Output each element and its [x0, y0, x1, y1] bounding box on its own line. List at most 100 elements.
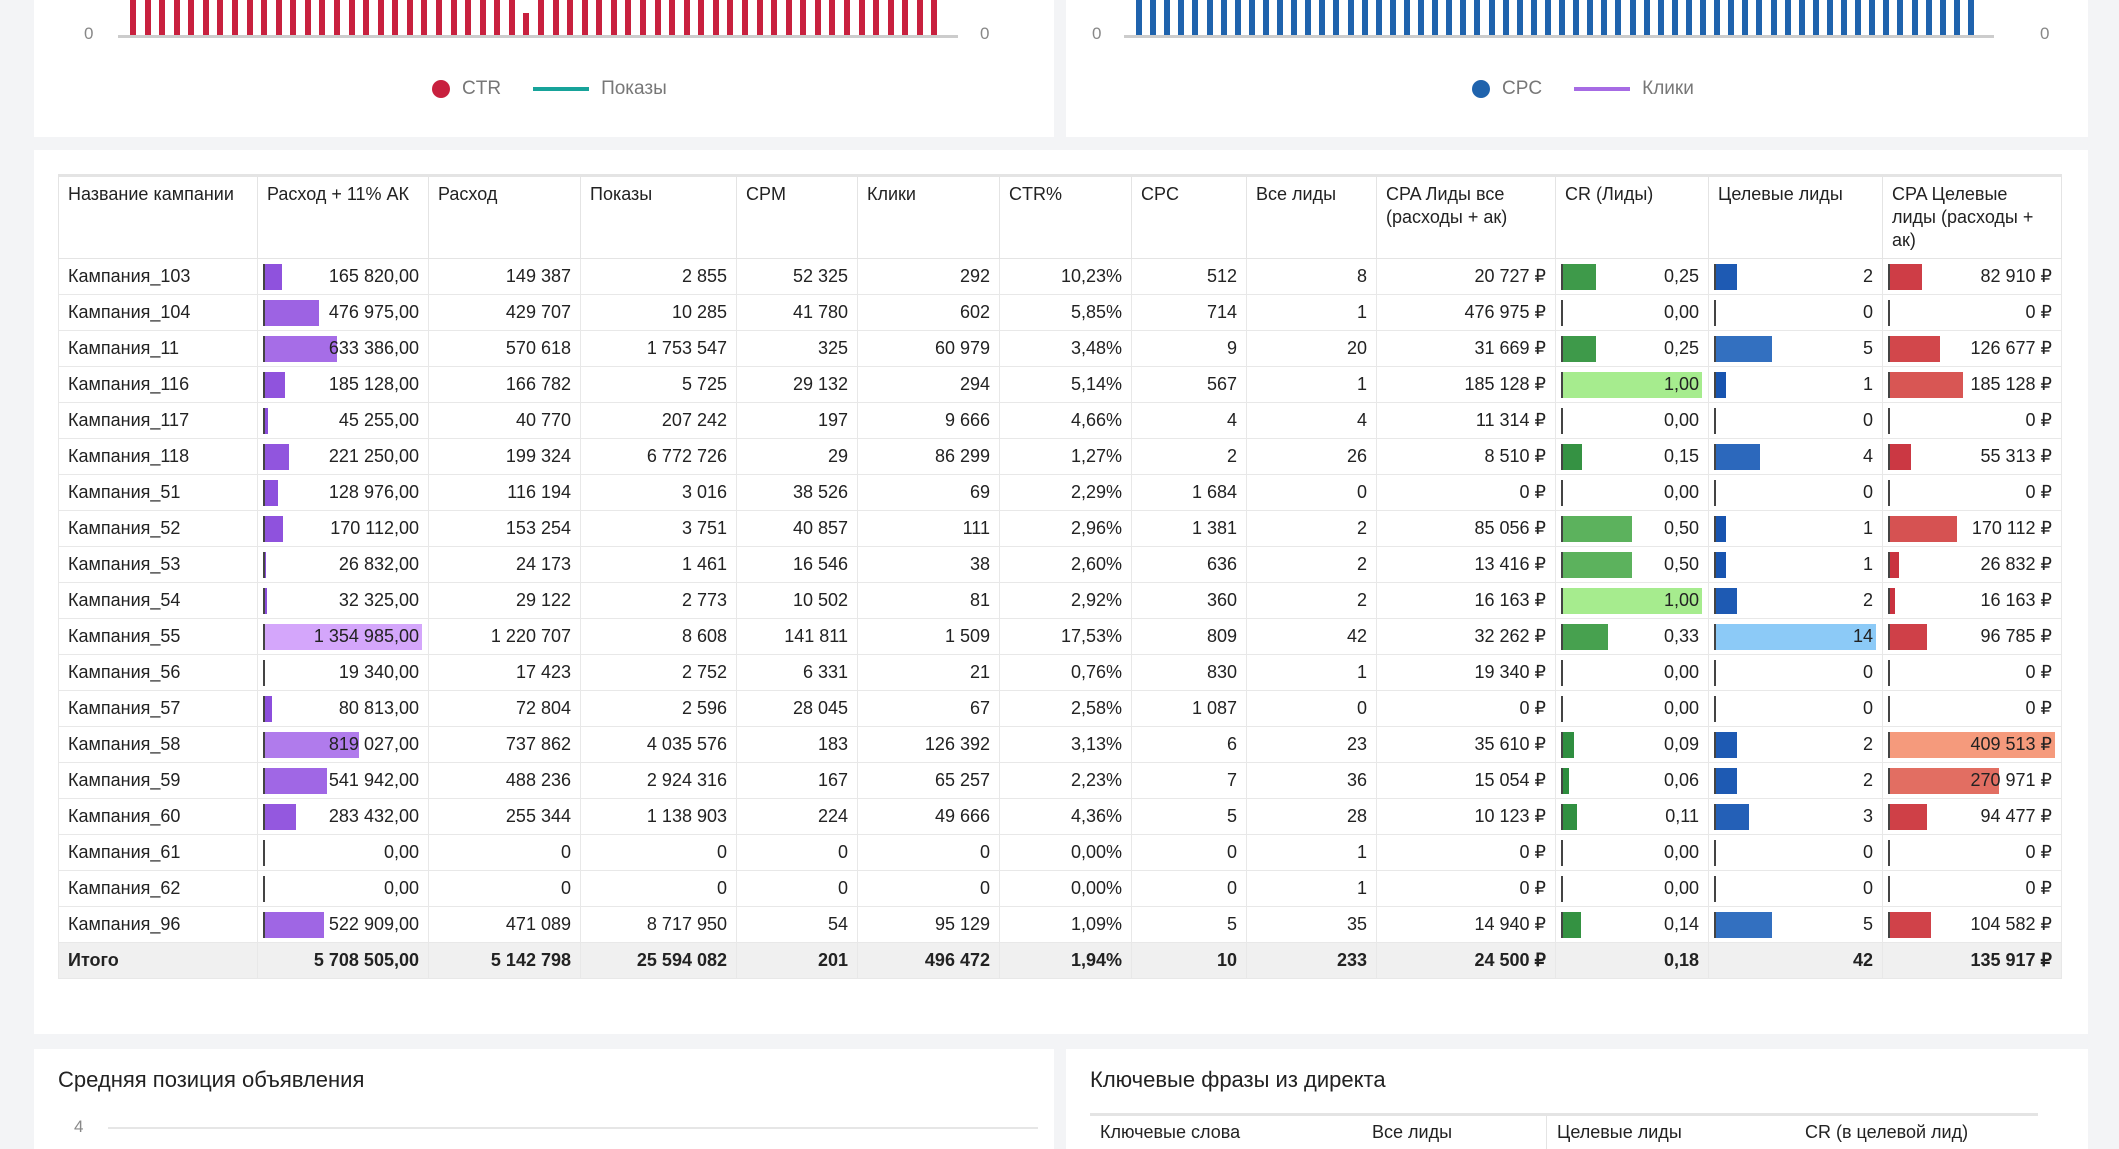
chart-bar[interactable] — [1643, 0, 1650, 35]
chart-bar[interactable] — [377, 0, 384, 35]
chart-bar[interactable] — [1418, 0, 1424, 35]
chart-bar[interactable] — [1234, 0, 1241, 35]
chart-bar[interactable] — [873, 0, 880, 35]
chart-bar[interactable] — [581, 0, 588, 35]
kw-header-cr[interactable]: CR (в целевой лид) — [1805, 1122, 1969, 1142]
legend-cpc[interactable]: CPC — [1502, 78, 1543, 99]
chart-bar[interactable] — [1291, 0, 1298, 35]
table-row[interactable]: Кампания_51 128 976,00 116 194 3 016 38 526 6… — [58, 474, 2062, 511]
column-header[interactable]: Название кампании — [58, 174, 258, 259]
chart-bar[interactable] — [1685, 0, 1692, 35]
chart-bar[interactable] — [1333, 0, 1340, 35]
chart-bar[interactable] — [1403, 0, 1410, 35]
table-row[interactable]: Кампания_54 32 325,00 29 122 2 773 10 502 81 2… — [58, 582, 2062, 619]
chart-bar[interactable] — [1601, 0, 1608, 35]
chart-bar[interactable] — [625, 0, 632, 35]
table-row[interactable]: Кампания_96 522 909,00 471 089 8 717 950 54 9… — [58, 906, 2062, 943]
chart-bar[interactable] — [494, 0, 501, 35]
chart-bar[interactable] — [304, 0, 311, 35]
chart-bar[interactable] — [1305, 0, 1312, 35]
chart-bar[interactable] — [232, 0, 238, 35]
chart-bar[interactable] — [742, 0, 748, 35]
table-row[interactable]: Кампания_62 0,00 0 0 0 0 0,00% 0 1 0 ₽ 0,00 0 0 ₽ — [58, 870, 2062, 907]
chart-bar[interactable] — [1460, 0, 1467, 35]
chart-bar[interactable] — [1516, 0, 1523, 35]
chart-bar[interactable] — [1939, 0, 1946, 35]
chart-bar[interactable] — [1432, 0, 1439, 35]
chart-bar[interactable] — [771, 0, 778, 35]
table-row[interactable]: Кампания_59 541 942,00 488 236 2 924 316 167… — [58, 762, 2062, 799]
column-header[interactable]: Расход + 11% АК — [257, 174, 429, 259]
chart-bar[interactable] — [1897, 0, 1904, 35]
chart-bar[interactable] — [1841, 0, 1847, 35]
chart-bar[interactable] — [1883, 0, 1890, 35]
column-header[interactable]: CPA Лиды все (расходы + ак) — [1376, 174, 1556, 259]
chart-bar[interactable] — [334, 0, 340, 35]
chart-bar[interactable] — [683, 0, 690, 35]
chart-bar[interactable] — [1150, 0, 1157, 35]
table-row[interactable]: Кампания_57 80 813,00 72 804 2 596 28 045 67 2… — [58, 690, 2062, 727]
table-row[interactable]: Кампания_60 283 432,00 255 344 1 138 903 224… — [58, 798, 2062, 835]
chart-bar[interactable] — [1206, 0, 1213, 35]
chart-bar[interactable] — [814, 0, 821, 35]
kw-header-all-leads[interactable]: Все лиды — [1362, 1116, 1547, 1149]
chart-bar[interactable] — [1615, 0, 1622, 35]
chart-bar[interactable] — [1248, 0, 1255, 35]
chart-bar[interactable] — [1629, 0, 1636, 35]
chart-bar[interactable] — [800, 0, 807, 35]
chart-bar[interactable] — [1389, 0, 1396, 35]
chart-bar[interactable] — [1319, 0, 1326, 35]
chart-bar[interactable] — [1657, 0, 1664, 35]
chart-bar[interactable] — [712, 0, 719, 35]
chart-bar[interactable] — [1812, 0, 1819, 35]
chart-bar[interactable] — [290, 0, 297, 35]
chart-bar[interactable] — [552, 0, 559, 35]
chart-bar[interactable] — [596, 0, 603, 35]
table-row[interactable]: Кампания_116 185 128,00 166 782 5 725 29 132… — [58, 366, 2062, 403]
chart-bar[interactable] — [1967, 0, 1974, 35]
chart-bar[interactable] — [931, 0, 938, 35]
chart-bar[interactable] — [450, 0, 457, 35]
chart-bar[interactable] — [785, 0, 792, 35]
chart-bar[interactable] — [261, 0, 268, 35]
chart-bar[interactable] — [1925, 0, 1932, 35]
chart-bar[interactable] — [1756, 0, 1763, 35]
chart-bar[interactable] — [567, 0, 574, 35]
column-header[interactable]: Все лиды — [1246, 174, 1377, 259]
chart-bar[interactable] — [508, 0, 515, 35]
table-row[interactable]: Кампания_117 45 255,00 40 770 207 242 197 9 6… — [58, 402, 2062, 439]
kw-header-target-leads[interactable]: Целевые лиды — [1557, 1122, 1682, 1142]
legend-clicks[interactable]: Клики — [1642, 78, 1694, 99]
column-header[interactable]: Клики — [857, 174, 1000, 259]
table-row[interactable]: Кампания_104 476 975,00 429 707 10 285 41 78… — [58, 294, 2062, 331]
total-row[interactable]: Итого 5 708 505,00 5 142 798 25 594 082 201 4… — [58, 942, 2062, 979]
legend-ctr[interactable]: CTR — [462, 78, 502, 99]
chart-bar[interactable] — [1559, 0, 1565, 35]
chart-bar[interactable] — [1573, 0, 1580, 35]
chart-bar[interactable] — [1178, 0, 1185, 35]
column-header[interactable]: CR (Лиды) — [1555, 174, 1709, 259]
chart-bar[interactable] — [202, 0, 209, 35]
table-row[interactable]: Кампания_56 19 340,00 17 423 2 752 6 331 21 0,… — [58, 654, 2062, 691]
chart-bar[interactable] — [144, 0, 151, 35]
chart-bar[interactable] — [246, 0, 253, 35]
chart-bar[interactable] — [1587, 0, 1594, 35]
table-row[interactable]: Кампания_118 221 250,00 199 324 6 772 726 29… — [58, 438, 2062, 475]
chart-bar[interactable] — [1502, 0, 1509, 35]
chart-bar[interactable] — [1530, 0, 1537, 35]
chart-bar[interactable] — [1277, 0, 1283, 35]
table-row[interactable]: Кампания_53 26 832,00 24 173 1 461 16 546 38 2… — [58, 546, 2062, 583]
table-row[interactable]: Кампания_58 819 027,00 737 862 4 035 576 183… — [58, 726, 2062, 763]
chart-bar[interactable] — [421, 0, 428, 35]
chart-bar[interactable] — [756, 0, 763, 35]
chart-bar[interactable] — [1798, 0, 1805, 35]
chart-bar[interactable] — [173, 0, 180, 35]
chart-bar[interactable] — [1136, 0, 1142, 35]
chart-bar[interactable] — [319, 0, 326, 35]
table-row[interactable]: Кампания_103 165 820,00 149 387 2 855 52 325… — [58, 258, 2062, 295]
chart-bar[interactable] — [1164, 0, 1171, 35]
chart-bar[interactable] — [1911, 0, 1918, 35]
chart-bar[interactable] — [523, 13, 530, 35]
chart-bar[interactable] — [1361, 0, 1368, 35]
chart-bar[interactable] — [727, 0, 734, 35]
